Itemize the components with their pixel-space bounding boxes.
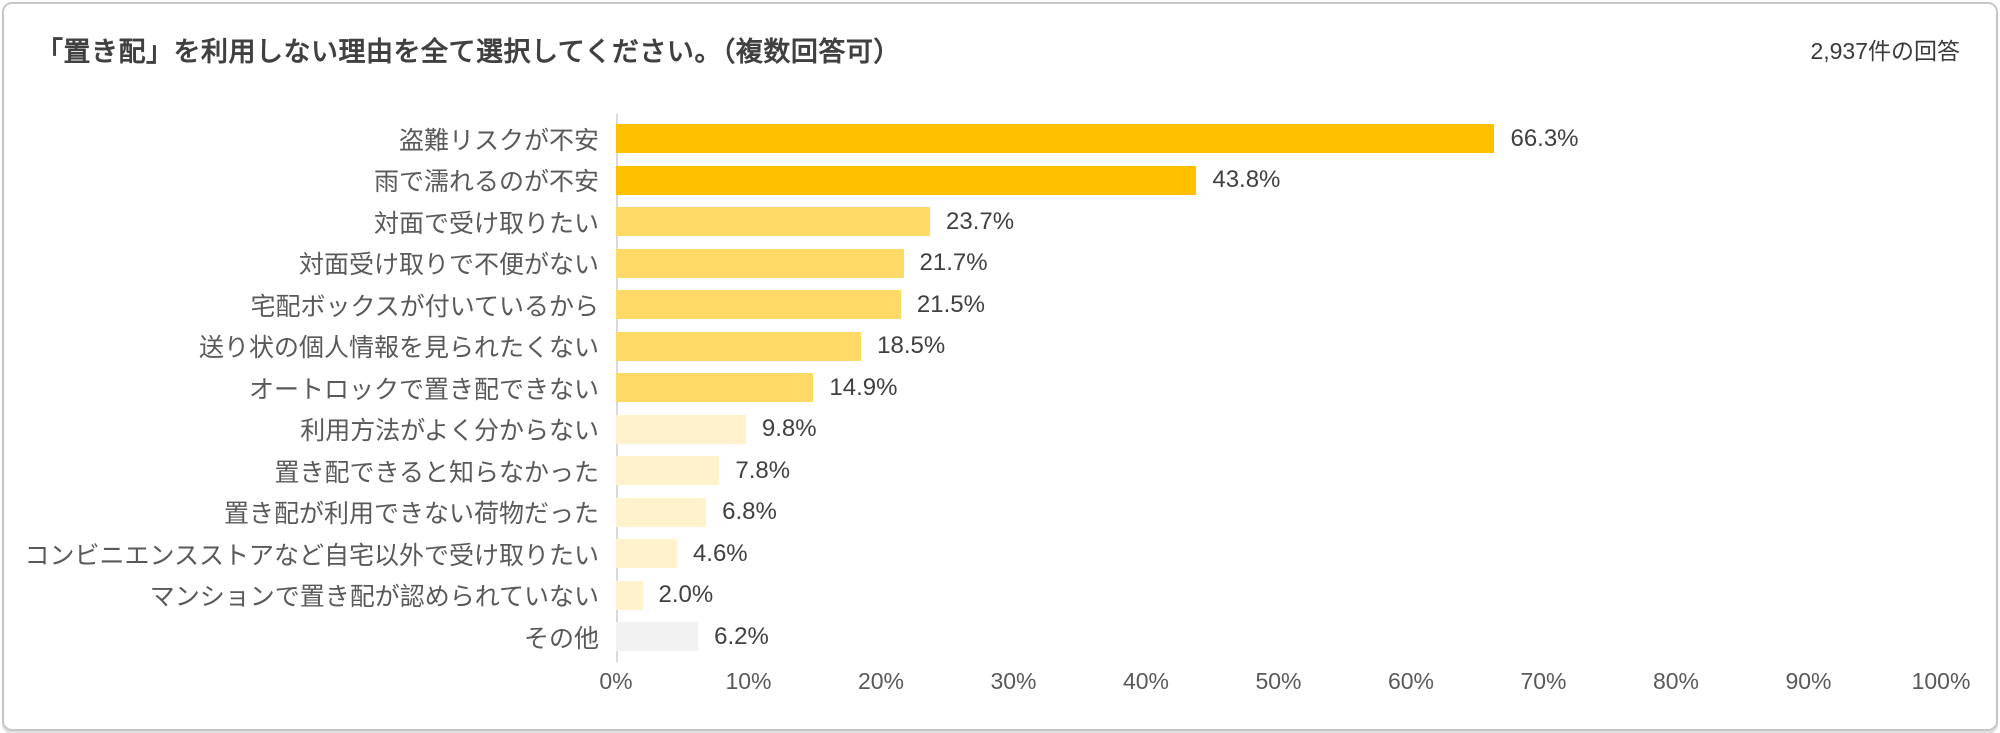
x-axis-tick: 50% [1255, 667, 1302, 694]
value-label: 14.9% [829, 373, 898, 401]
bar-track: 4.6% [616, 539, 1941, 569]
category-label: 対面受け取りで不便がない [298, 251, 599, 280]
bar-track: 23.7% [616, 207, 1941, 237]
bar-rows: 盗難リスクが不安 66.3% 雨で濡れるのが不安 43.8% 対面で受け取りたい 23.7… [4, 114, 1996, 662]
value-label: 66.3% [1510, 124, 1579, 152]
bar [616, 331, 862, 361]
bar-track: 2.0% [616, 580, 1941, 610]
bar [616, 580, 643, 610]
category-label: 置き配できると知らなかった [274, 458, 599, 487]
bar-row: その他 6.2% [4, 616, 1996, 658]
page-title: 「置き配」を利用しない理由を全て選択してください。（複数回答可） [36, 37, 901, 67]
value-label: 6.2% [714, 622, 769, 650]
bar-track: 43.8% [616, 165, 1941, 195]
bar-row: 利用方法がよく分からない 9.8% [4, 409, 1996, 451]
bar-row: コンビニエンスストアなど自宅以外で受け取りたい 4.6% [4, 533, 1996, 575]
value-label: 6.8% [722, 498, 777, 526]
x-axis: 0% 10% 20% 30% 40% 50% 60% 70% 80% 90% 100% [599, 667, 1970, 700]
bar-track: 66.3% [616, 124, 1941, 154]
x-axis-tick: 80% [1652, 667, 1700, 694]
value-label: 4.6% [692, 539, 748, 567]
bar-row: 対面受け取りで不便がない 21.7% [4, 243, 1996, 285]
bar [616, 497, 707, 527]
value-label: 21.5% [916, 290, 985, 318]
bar-track: 6.2% [616, 622, 1941, 652]
bar-row: 雨で濡れるのが不安 43.8% [4, 160, 1996, 202]
bar-track: 21.5% [616, 290, 1941, 320]
x-axis-tick: 100% [1911, 667, 1971, 694]
x-axis-tick: 20% [857, 667, 905, 694]
value-label: 2.0% [658, 581, 714, 609]
category-label: その他 [523, 624, 599, 653]
bar [616, 124, 1495, 154]
bar-row: 送り状の個人情報を見られたくない 18.5% [4, 326, 1996, 368]
x-axis-tick: 40% [1122, 667, 1170, 694]
x-axis-tick: 70% [1520, 667, 1567, 694]
bar [616, 456, 720, 486]
bar-track: 6.8% [616, 497, 1941, 527]
bar-track: 18.5% [616, 331, 1941, 361]
bar [616, 207, 931, 237]
bar-track: 9.8% [616, 414, 1941, 444]
category-label: 送り状の個人情報を見られたくない [198, 334, 599, 363]
category-label: コンビニエンスストアなど自宅以外で受け取りたい [24, 541, 599, 570]
bar-row: 置き配できると知らなかった 7.8% [4, 450, 1996, 492]
bar-track: 7.8% [616, 456, 1941, 486]
bar [616, 290, 901, 320]
value-label: 43.8% [1212, 166, 1281, 194]
chart-header: 「置き配」を利用しない理由を全て選択してください。（複数回答可） 2,937件の… [4, 4, 1996, 70]
bar-row: オートロックで置き配できない 14.9% [4, 367, 1996, 409]
category-label: 対面で受け取りたい [373, 209, 599, 238]
x-axis-tick: 10% [725, 667, 772, 694]
category-label: 置き配が利用できない荷物だった [223, 500, 599, 529]
bar-row: マンションで置き配が認められていない 2.0% [4, 575, 1996, 617]
value-label: 23.7% [946, 207, 1015, 235]
category-label: 宅配ボックスが付いているから [250, 292, 599, 321]
bar [616, 539, 677, 569]
bar [616, 622, 699, 652]
value-label: 7.8% [735, 456, 791, 484]
bar [616, 165, 1197, 195]
bar [616, 248, 904, 278]
category-label: 利用方法がよく分からない [300, 417, 599, 446]
category-label: マンションで置き配が認められていない [149, 583, 599, 612]
value-label: 9.8% [761, 415, 817, 443]
bar-row: 盗難リスクが不安 66.3% [4, 118, 1996, 160]
bar-track: 14.9% [616, 373, 1941, 403]
bar-track: 21.7% [616, 248, 1941, 278]
value-label: 21.7% [919, 249, 988, 277]
x-axis-tick: 90% [1785, 667, 1832, 694]
category-label: オートロックで置き配できない [248, 375, 599, 404]
bar-row: 置き配が利用できない荷物だった 6.8% [4, 492, 1996, 534]
bar-row: 対面で受け取りたい 23.7% [4, 201, 1996, 243]
category-label: 雨で濡れるのが不安 [373, 168, 599, 197]
category-label: 盗難リスクが不安 [398, 126, 599, 155]
x-axis-tick: 60% [1387, 667, 1435, 694]
bar-chart: 盗難リスクが不安 66.3% 雨で濡れるのが不安 43.8% 対面で受け取りたい 23.7… [4, 114, 1996, 700]
bar [616, 414, 746, 444]
x-axis-tick: 30% [990, 667, 1037, 694]
response-count: 2,937件の回答 [1810, 38, 1960, 64]
bar-row: 宅配ボックスが付いているから 21.5% [4, 284, 1996, 326]
bar [616, 373, 814, 403]
x-axis-tick: 0% [599, 667, 633, 694]
value-label: 18.5% [877, 332, 946, 360]
